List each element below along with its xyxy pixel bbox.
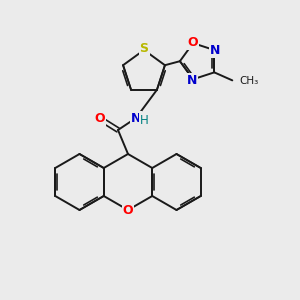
Text: N: N	[187, 74, 197, 87]
Text: N: N	[131, 112, 141, 124]
Text: O: O	[123, 203, 133, 217]
Text: N: N	[210, 44, 220, 56]
Text: S: S	[140, 43, 148, 56]
Text: O: O	[95, 112, 105, 125]
Text: H: H	[140, 113, 148, 127]
Text: O: O	[188, 36, 198, 49]
Text: CH₃: CH₃	[239, 76, 259, 86]
